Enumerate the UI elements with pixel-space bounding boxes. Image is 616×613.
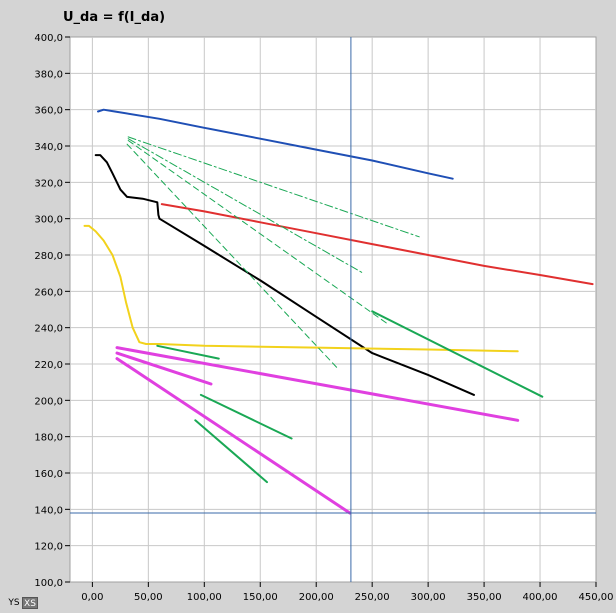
series-line-red-2 — [160, 203, 594, 286]
x-tick-label: 50,00 — [134, 592, 163, 603]
x-tick-label: 300,00 — [411, 592, 446, 603]
x-tick-label: 150,00 — [243, 592, 278, 603]
chart-title: U_da = f(I_da) — [63, 10, 166, 25]
y-tick-label: 300,0 — [34, 215, 63, 226]
xs-button[interactable]: XS — [22, 597, 38, 609]
series-line-magenta-13 — [115, 346, 520, 422]
series-line-magenta-14 — [115, 351, 213, 386]
series-line-green-7 — [199, 393, 293, 440]
series-line-green-8 — [194, 419, 268, 484]
y-tick-label: 340,0 — [34, 142, 63, 153]
x-tick-label: 100,00 — [187, 592, 222, 603]
series-line-black-3 — [94, 154, 475, 396]
y-tick-label: 160,0 — [34, 469, 63, 480]
y-tick-label: 120,0 — [34, 542, 63, 553]
series-group — [83, 108, 594, 515]
ys-button[interactable]: YS — [8, 598, 20, 608]
cursor-crosshair[interactable] — [70, 37, 596, 582]
axes: 100,0 120,0 140,0 160,0 180,0 200,0 220,0 240,0… — [34, 33, 613, 603]
x-tick-label: 0,00 — [81, 592, 103, 603]
x-tick-label: 250,00 — [355, 592, 390, 603]
series-line-green-10 — [127, 138, 364, 274]
x-tick-label: 200,00 — [299, 592, 334, 603]
series-line-green-6 — [156, 344, 220, 360]
y-tick-label: 140,0 — [34, 505, 63, 516]
x-tick-label: 400,00 — [523, 592, 558, 603]
y-tick-label: 280,0 — [34, 251, 63, 262]
plot-area — [69, 36, 597, 583]
y-tick-label: 360,0 — [34, 106, 63, 117]
series-line-green-11 — [127, 140, 389, 325]
y-tick-label: 380,0 — [34, 69, 63, 80]
x-tick-label: 350,00 — [467, 592, 502, 603]
series-line-magenta-15 — [115, 357, 352, 515]
y-tick-label: 260,0 — [34, 287, 63, 298]
y-tick-label: 100,0 — [34, 578, 63, 589]
y-tick-label: 200,0 — [34, 396, 63, 407]
y-tick-label: 400,0 — [34, 33, 63, 44]
y-tick-label: 220,0 — [34, 360, 63, 371]
x-tick-label: 450,00 — [579, 592, 614, 603]
y-tick-label: 240,0 — [34, 324, 63, 335]
series-line-green-12 — [126, 143, 340, 370]
series-line-green-5 — [371, 310, 544, 398]
y-tick-label: 180,0 — [34, 433, 63, 444]
grid — [70, 37, 596, 582]
y-tick-label: 320,0 — [34, 178, 63, 189]
series-line-yellow-4 — [83, 224, 519, 353]
series-line-green-9 — [127, 136, 420, 238]
series-line-blue-1 — [97, 108, 454, 180]
